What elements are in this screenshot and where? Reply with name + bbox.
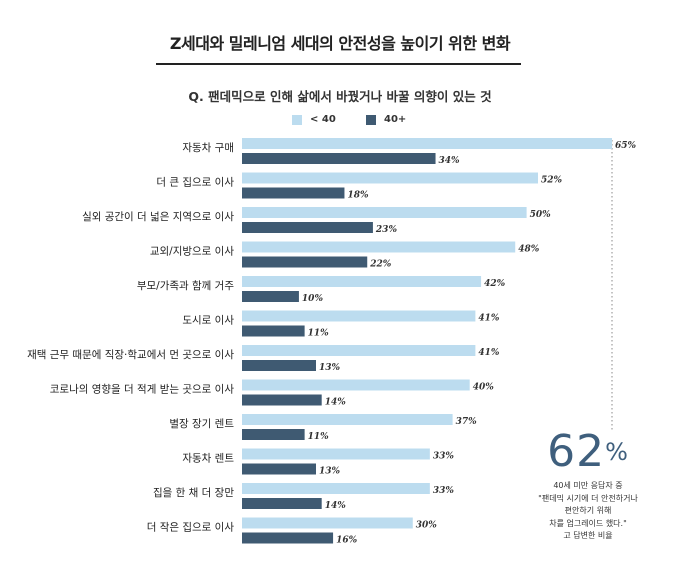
legend-swatch-under-40 xyxy=(292,114,302,125)
bar-under-40 xyxy=(242,172,538,184)
legend-label-40-plus: 40+ xyxy=(384,114,407,125)
title-underline xyxy=(156,63,521,65)
data-label: 40% xyxy=(473,383,495,393)
category-label: 도시로 이사 xyxy=(182,315,234,327)
legend-swatch-40-plus xyxy=(366,114,376,125)
data-label: 23% xyxy=(375,225,398,235)
data-label: 37% xyxy=(456,417,478,427)
data-label: 33% xyxy=(433,486,455,496)
bar-under-40 xyxy=(242,483,430,494)
bar-40-plus xyxy=(242,153,436,164)
bar-40-plus xyxy=(242,222,373,233)
callout-unit: % xyxy=(605,438,629,466)
bar-40-plus xyxy=(242,532,334,544)
bar-under-40 xyxy=(242,517,413,529)
category-label: 별장 장기 렌트 xyxy=(169,418,234,430)
category-label: 부모/가족과 함께 거주 xyxy=(137,280,234,292)
bar-40-plus xyxy=(242,325,305,337)
category-label: 집을 한 채 더 장만 xyxy=(153,487,234,499)
bar-under-40 xyxy=(242,138,612,149)
data-label: 13% xyxy=(319,467,341,477)
category-label: 자동차 렌트 xyxy=(182,453,234,465)
category-label: 자동차 구매 xyxy=(182,142,234,154)
data-label: 34% xyxy=(439,156,461,166)
data-label: 14% xyxy=(325,398,347,408)
bar-under-40 xyxy=(242,379,470,391)
data-label: 22% xyxy=(369,260,392,270)
data-label: 11% xyxy=(308,329,330,339)
data-label: 30% xyxy=(416,521,438,531)
bar-40-plus xyxy=(242,394,322,406)
callout-value: 62 xyxy=(547,426,606,477)
category-label: 실외 공간이 더 넓은 지역으로 이사 xyxy=(82,211,234,223)
data-label: 42% xyxy=(484,279,506,289)
data-label: 50% xyxy=(530,210,552,220)
callout-text: 40세 미만 응답자 중 "팬데믹 시기에 더 안전하거나 편안하기 위해 차를… xyxy=(538,481,638,540)
bar-40-plus xyxy=(242,463,316,475)
bar-under-40 xyxy=(242,241,516,253)
data-label: 41% xyxy=(478,348,500,358)
bar-40-plus xyxy=(242,187,345,199)
category-label: 재택 근무 때문에 직장·학교에서 먼 곳으로 이사 xyxy=(27,349,234,361)
chart-subtitle: Q. 팬데믹으로 인해 삶에서 바꿨거나 바꿀 의향이 있는 것 xyxy=(188,89,492,104)
bar-under-40 xyxy=(242,345,476,356)
chart-title: Z세대와 밀레니엄 세대의 안전성을 높이기 위한 변화 xyxy=(169,34,511,53)
data-label: 65% xyxy=(615,141,637,151)
category-label: 코로나의 영향을 더 적게 받는 곳으로 이사 xyxy=(50,384,235,396)
legend-item-40-plus: 40+ xyxy=(366,114,406,125)
data-label: 18% xyxy=(347,191,369,201)
bar-under-40 xyxy=(242,207,527,218)
bar-40-plus xyxy=(242,498,322,509)
data-label: 33% xyxy=(433,452,455,462)
data-label: 41% xyxy=(478,314,500,324)
data-label: 14% xyxy=(325,501,347,511)
data-label: 11% xyxy=(308,432,330,442)
legend-label-under-40: < 40 xyxy=(310,114,336,125)
category-label: 더 작은 집으로 이사 xyxy=(147,522,235,534)
bar-under-40 xyxy=(242,310,476,322)
bar-40-plus xyxy=(242,256,368,268)
bar-40-plus xyxy=(242,360,316,371)
bar-under-40 xyxy=(242,414,453,425)
data-label: 52% xyxy=(541,176,563,186)
data-label: 48% xyxy=(518,245,540,255)
category-label: 더 큰 집으로 이사 xyxy=(156,177,234,189)
bar-under-40 xyxy=(242,448,430,460)
data-label: 16% xyxy=(336,536,358,546)
data-label: 13% xyxy=(319,363,341,373)
callout-stat: 62% xyxy=(508,428,668,476)
data-label: 10% xyxy=(302,294,324,304)
legend-item-under-40: < 40 xyxy=(292,114,336,125)
bar-40-plus xyxy=(242,291,299,302)
bar-under-40 xyxy=(242,276,482,287)
callout: 62% 40세 미만 응답자 중 "팬데믹 시기에 더 안전하거나 편안하기 위… xyxy=(508,428,668,543)
category-label: 교외/지방으로 이사 xyxy=(150,246,234,258)
bar-40-plus xyxy=(242,429,305,440)
